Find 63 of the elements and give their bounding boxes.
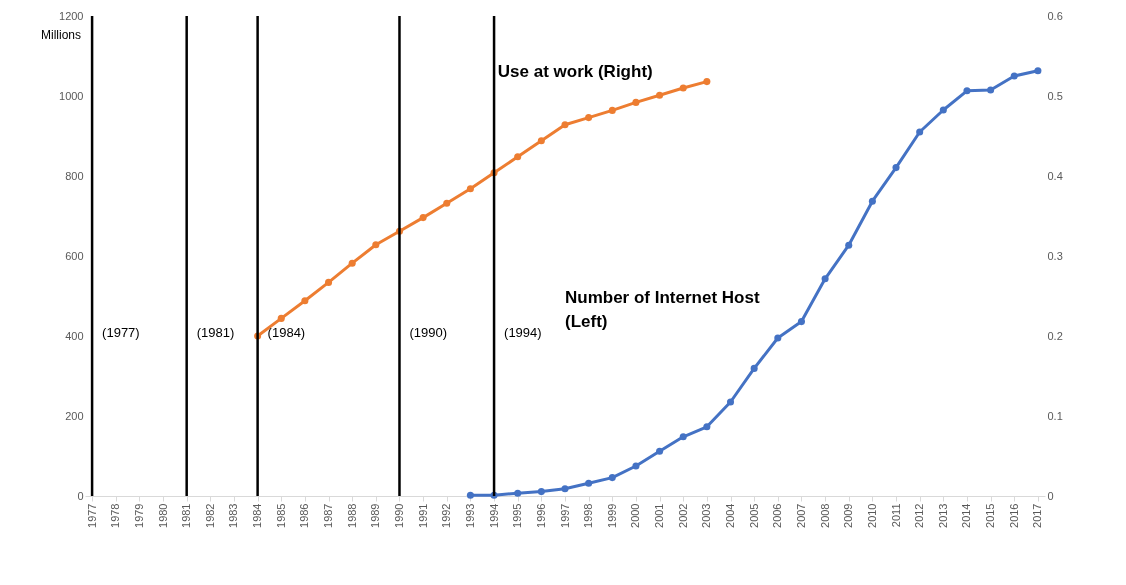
x-tick-label: 2013 — [936, 503, 949, 528]
x-tick-label: 2002 — [676, 503, 689, 528]
x-tick-label: 1983 — [227, 503, 240, 528]
x-tick-label: 2007 — [794, 503, 807, 528]
x-tick-label: 2004 — [724, 503, 737, 528]
x-tick-label: 1995 — [511, 503, 524, 528]
x-tick-label: 1987 — [322, 503, 335, 528]
x-tick-label: 1985 — [274, 503, 287, 528]
y2-tick-label: 0 — [1047, 489, 1054, 502]
x-tick-label: 2016 — [1007, 503, 1020, 528]
y-tick-label: 600 — [65, 249, 84, 262]
y2-tick-label: 0.1 — [1047, 409, 1063, 422]
x-tick-label: 2000 — [629, 503, 642, 528]
x-tick-label: 1997 — [558, 503, 571, 528]
x-tick-label: 2008 — [818, 503, 831, 528]
x-tick-label: 1993 — [463, 503, 476, 528]
ref-line-label: (1990) — [409, 324, 448, 340]
ref-line-label: (1981) — [196, 324, 235, 340]
x-tick-label: 1988 — [345, 503, 358, 528]
x-tick-label: 2005 — [747, 503, 760, 528]
ref-line-label: (1984) — [267, 324, 306, 340]
y-tick-label: 400 — [65, 329, 84, 342]
ref-line-label: (1994) — [504, 324, 542, 340]
x-tick-label: 2014 — [960, 503, 973, 528]
y-tick-label: 200 — [65, 409, 84, 422]
x-tick-label: 2001 — [653, 503, 666, 528]
x-tick-label: 1991 — [416, 503, 429, 528]
x-tick-label: 1979 — [132, 503, 145, 528]
x-tick-label: 1981 — [180, 503, 193, 528]
x-tick-label: 2006 — [771, 503, 784, 528]
x-tick-label: 2003 — [700, 503, 713, 528]
x-tick-label: 2017 — [1031, 503, 1044, 528]
x-tick-label: 1986 — [298, 503, 311, 528]
y2-tick-label: 0.4 — [1047, 169, 1063, 182]
x-tick-label: 1994 — [487, 503, 500, 528]
y-tick-label: 800 — [65, 169, 84, 182]
y2-tick-label: 0.6 — [1047, 9, 1063, 22]
x-tick-label: 1978 — [109, 503, 122, 528]
y-tick-label: 1000 — [59, 89, 84, 102]
x-tick-label: 2010 — [865, 503, 878, 528]
x-tick-label: 1999 — [605, 503, 618, 528]
x-tick-label: 2011 — [889, 503, 902, 528]
y-tick-label: 0 — [77, 489, 84, 502]
ref-line-label: (1977) — [102, 324, 140, 340]
x-tick-label: 2015 — [984, 503, 997, 528]
x-tick-label: 2012 — [913, 503, 926, 528]
annotation: Number of Internet Host (Left) — [565, 287, 760, 331]
x-tick-label: 1982 — [203, 503, 216, 528]
x-tick-label: 1989 — [369, 503, 382, 528]
x-tick-label: 1992 — [440, 503, 453, 528]
y2-tick-label: 0.5 — [1047, 89, 1063, 102]
x-tick-label: 1984 — [251, 503, 264, 528]
x-tick-label: 1998 — [582, 503, 595, 528]
x-tick-label: 1996 — [534, 503, 547, 528]
y2-tick-label: 0.3 — [1047, 249, 1063, 262]
x-tick-label: 1977 — [85, 503, 98, 528]
annotation: Use at work (Right) — [497, 62, 653, 81]
x-tick-label: 2009 — [842, 503, 855, 528]
x-tick-label: 1980 — [156, 503, 169, 528]
y2-tick-label: 0.2 — [1047, 329, 1063, 342]
y-axis-title: Millions — [40, 28, 81, 42]
y-tick-label: 1200 — [59, 9, 84, 22]
x-tick-label: 1990 — [392, 503, 405, 528]
